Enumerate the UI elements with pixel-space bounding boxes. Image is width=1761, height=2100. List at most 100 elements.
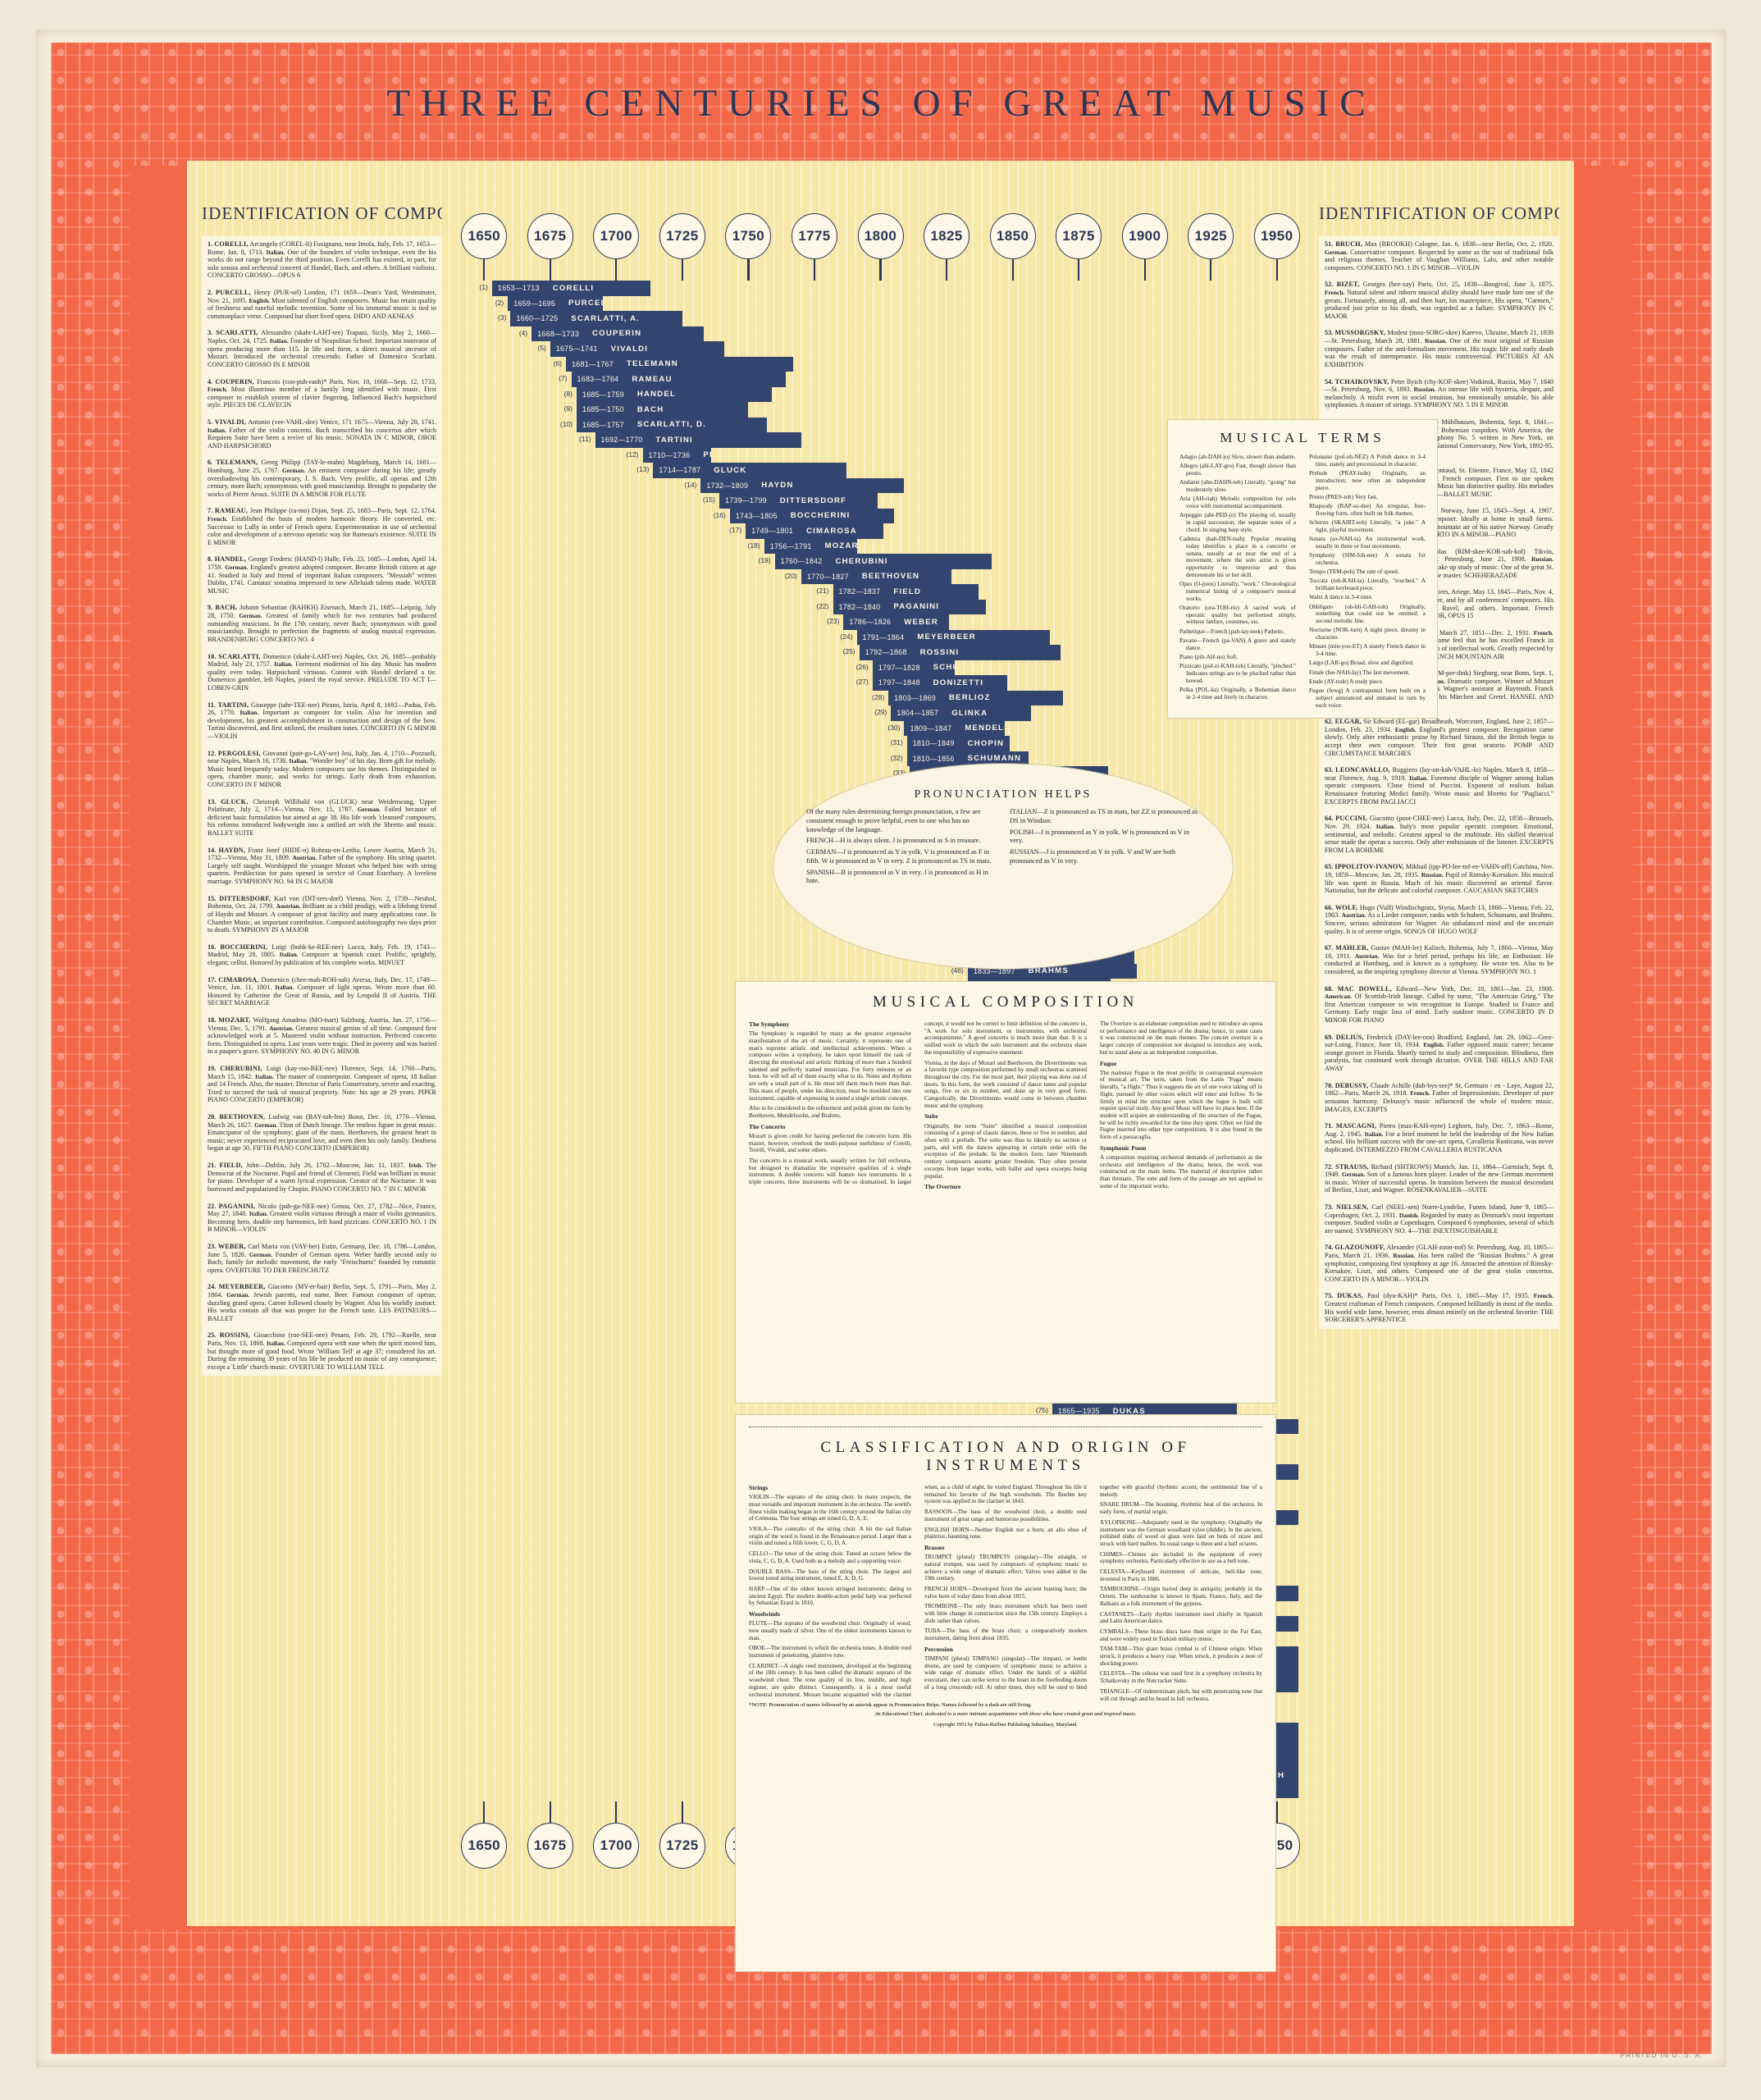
year-stem — [681, 1801, 683, 1823]
composer-years: 1770—1827 — [806, 572, 849, 581]
bio-number: 13. — [208, 797, 217, 806]
composer-bar[interactable]: 1681—1767 TELEMANN — [566, 356, 794, 372]
musical-term-entry: Rhapsody (RAP-so-dee) An irregular, free… — [1309, 502, 1426, 517]
composer-bar[interactable]: 1714—1787 GLUCK — [653, 463, 846, 478]
year-stem — [549, 1801, 551, 1823]
composer-bio: 23. WEBER, Carl Maria von (VAY-ber) Euti… — [202, 1238, 442, 1280]
composer-bio: 18. MOZART, Wolfgang Amadeus (MO-tsart) … — [202, 1011, 442, 1061]
composer-bar[interactable]: 1743—1805 BOCCHERINI — [729, 508, 894, 523]
bar-index-label: (2) — [495, 298, 504, 307]
composer-bar[interactable]: 1797—1828 SCHUBERT — [872, 660, 955, 675]
year-marker-1700: 1700 — [590, 213, 642, 281]
musical-term-entry: Cadenza (kah-DEN-tsah) Popular meaning t… — [1179, 535, 1296, 578]
timeline-row: (15) 1739—1799 DITTERSDORF — [458, 493, 1303, 509]
year-label: 1700 — [593, 213, 640, 259]
bio-dates: Hugo (Vulf) Windischgratz, Styria, March… — [1325, 903, 1554, 920]
bio-text: Foremost modernist of his day. Music has… — [208, 660, 436, 692]
composer-bar[interactable]: 1810—1856 SCHUMANN — [906, 751, 1029, 766]
instruments-note: *NOTE: Pronunciation of names followed b… — [749, 1702, 1032, 1709]
composer-bar[interactable]: 1659—1695 PURCELL — [508, 295, 604, 311]
bar-index-label: (33) — [892, 769, 906, 777]
year-marker-1875: 1875 — [1052, 213, 1105, 281]
year-stem — [1143, 259, 1146, 281]
composer-bar[interactable]: 1756—1791 MOZART — [764, 538, 857, 554]
composer-bar[interactable]: 1749—1801 CIMAROSA — [746, 523, 883, 539]
bar-index-label: (31) — [890, 738, 903, 746]
bio-name: BEETHOVEN, — [219, 1113, 266, 1121]
bio-number: 25. — [208, 1331, 217, 1340]
composer-bar[interactable]: 1683—1764 RAMEAU — [571, 372, 786, 387]
bio-nationality: German. — [1342, 1171, 1366, 1179]
right-composer-column[interactable]: IDENTIFICATION OF COMPOSERS 51. BRUCH, M… — [1319, 203, 1559, 1882]
left-bio-list: 1. CORELLI, Arcangelo (COREL-li) Fusigna… — [202, 236, 442, 1376]
composer-name: MOZART — [824, 541, 857, 551]
composer-bar[interactable]: 1760—1842 CHERUBINI — [774, 554, 992, 569]
composer-bar[interactable]: 1739—1799 DITTERSDORF — [719, 493, 878, 509]
bio-dates: Gustav (MAH-ler) Kalisch, Bohemia, July … — [1325, 944, 1553, 960]
composer-bar[interactable]: 1668—1733 COUPERIN — [531, 326, 704, 341]
musical-term-entry: Waltz A dance in 3-4 time. — [1309, 593, 1373, 601]
composer-bar[interactable]: 1782—1837 FIELD — [833, 584, 979, 600]
composer-name: SCARLATTI, A. — [571, 313, 641, 323]
composer-years: 1675—1741 — [555, 345, 598, 354]
composer-bar[interactable]: 1797—1848 DONIZETTI — [872, 675, 1008, 691]
left-composer-column[interactable]: IDENTIFICATION OF COMPOSERS 1. CORELLI, … — [202, 203, 442, 1882]
bio-name: PUCCINI, — [1335, 815, 1367, 823]
composition-paragraph: Mozart is given credit for having perfec… — [749, 1132, 911, 1154]
bio-name: ELGAR, — [1334, 718, 1362, 726]
composer-bar[interactable]: 1653—1713 CORELLI — [491, 281, 651, 296]
bio-name: PERGOLESI, — [217, 749, 261, 757]
composer-bar[interactable]: 1810—1849 CHOPIN — [906, 736, 1011, 751]
composer-bio: 21. FIELD, John—Dublin, July 26, 1782—Mo… — [202, 1157, 442, 1198]
composer-bar[interactable]: 1803—1869 BERLIOZ — [888, 690, 1063, 705]
composer-bar[interactable]: 1786—1826 WEBER — [843, 614, 950, 630]
bio-dates: Edward—New York, Dec. 18, 1861—Jan. 23, … — [1391, 984, 1554, 993]
bio-name: WEBER, — [217, 1242, 246, 1250]
bio-nationality: German. — [239, 612, 262, 620]
composer-bar[interactable]: 1660—1725 SCARLATTI, A. — [510, 311, 682, 326]
bio-text: Composer at Spanish court. Prolific, spr… — [208, 951, 436, 966]
bar-index-label: (6) — [553, 358, 563, 368]
bio-text: An intense life with hysteria, despair, … — [1325, 386, 1554, 409]
composition-section-heading: Fugue — [1100, 1059, 1117, 1067]
bio-number: 53. — [1325, 329, 1334, 337]
composer-bar[interactable]: 1675—1741 VIVALDI — [550, 341, 725, 357]
musical-composition-body: The Symphony The Symphony is regarded by … — [749, 1020, 1262, 1191]
bio-dates: George Frederic (HAND-l) Halle, Feb. 23,… — [208, 555, 437, 572]
bio-text: Titan of Dutch lineage. The restless fig… — [208, 1121, 436, 1153]
year-stem — [813, 259, 816, 281]
bio-name: TCHAIKOVSKY, — [1334, 377, 1389, 386]
bio-text: Natural talent and inborn musical abilit… — [1325, 289, 1553, 320]
composer-bar[interactable]: 1792—1868 ROSSINI — [859, 645, 1061, 660]
bio-number: 7. — [208, 507, 213, 515]
composer-bar[interactable]: 1791—1864 MEYERBEER — [856, 629, 1050, 645]
bio-nationality: German. — [226, 1290, 250, 1299]
composer-bar[interactable]: 1732—1809 HAYDN — [700, 477, 905, 493]
composer-bar[interactable]: 1804—1857 GLINKA — [891, 705, 1032, 721]
composer-bar[interactable]: 1685—1759 HANDEL — [576, 386, 773, 402]
bio-nationality: French. — [208, 386, 228, 394]
composer-years: 1865—1935 — [1057, 1407, 1100, 1416]
composer-bar[interactable]: 1685—1757 SCARLATTI, D. — [576, 417, 767, 432]
composer-name: DUKAS — [1112, 1406, 1146, 1416]
bio-dates: Arcangelo (COREL-li) Fusignano, near Imo… — [208, 240, 436, 256]
bio-nationality: Italian. — [266, 248, 285, 256]
bio-name: MOZART, — [218, 1016, 251, 1024]
bio-nationality: French. — [208, 515, 228, 523]
bar-index-label: (17) — [729, 526, 742, 534]
composer-name: HANDEL — [636, 390, 677, 399]
year-stem — [483, 259, 486, 281]
composer-bar[interactable]: 1809—1847 MENDELSSOHN — [904, 720, 1005, 736]
composer-years: 1760—1842 — [780, 557, 823, 566]
bio-name: MAC DOWELL, — [1337, 984, 1392, 993]
composer-bar[interactable]: 1770—1827 BEETHOVEN — [801, 568, 952, 584]
composer-name: COUPERIN — [592, 329, 642, 339]
composer-bar[interactable]: 1710—1736 PERGOLESI — [642, 447, 712, 463]
composer-bar[interactable]: 1782—1840 PAGANINI — [833, 599, 987, 614]
bio-nationality: Italian. — [289, 757, 308, 765]
bio-name: DELIUS, — [1335, 1033, 1364, 1041]
composer-years: 1786—1826 — [849, 618, 892, 627]
composer-bar[interactable]: 1692—1770 TARTINI — [595, 432, 801, 448]
composer-bar[interactable]: 1685—1750 BACH — [576, 402, 749, 418]
instrument-entry: OBOE—The instrument to which the orchest… — [749, 1645, 911, 1659]
